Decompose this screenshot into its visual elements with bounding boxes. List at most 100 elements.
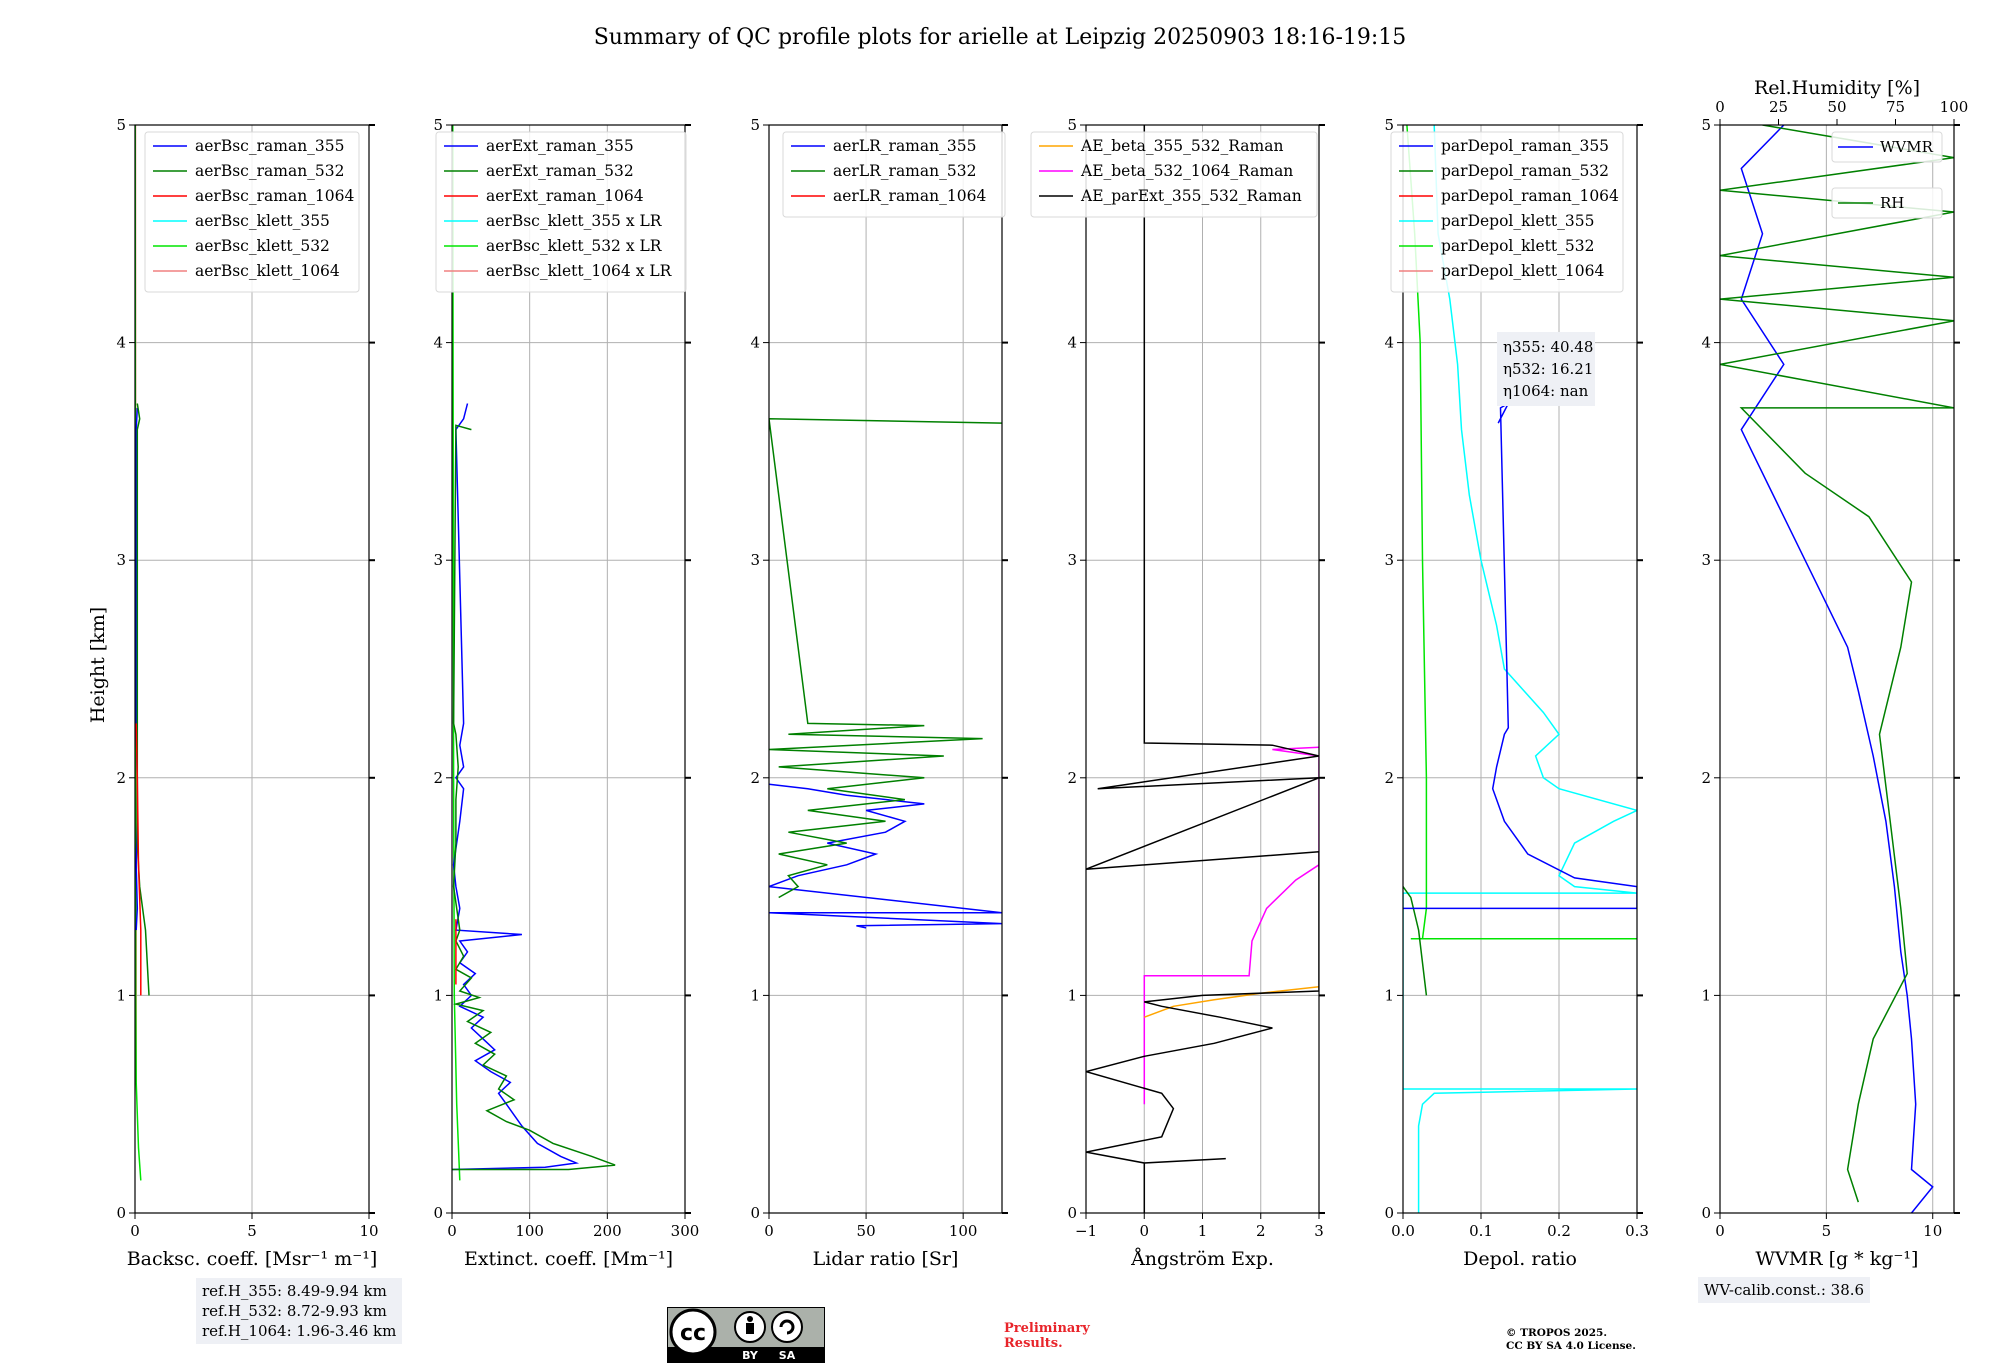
y-tick-label: 2 (1384, 769, 1394, 787)
series-AE_beta_355_532_Raman (1144, 985, 1319, 1018)
x-tick-label: 10 (359, 1222, 378, 1240)
cc-icon-text: cc (680, 1321, 706, 1346)
y-tick-label: 5 (1701, 116, 1711, 134)
legend-entry: RH (1880, 194, 1904, 212)
legend: parDepol_raman_355 parDepol_raman_532 parD… (1390, 131, 1624, 293)
x-tick-label: 2 (1256, 1222, 1266, 1240)
legend-entry: aerBsc_raman_532 (195, 162, 345, 180)
y-tick-label: 4 (1384, 334, 1394, 352)
x-axis-label: Backsc. coeff. [Msr⁻¹ m⁻¹] (127, 1248, 378, 1270)
y-tick-label: 2 (433, 769, 443, 787)
series-group (1720, 125, 1954, 1213)
legend-entry: aerBsc_klett_1064 x LR (486, 262, 673, 280)
legend-entry: aerBsc_raman_355 (195, 137, 345, 155)
x-tick-label: 0 (764, 1222, 774, 1240)
axes-frame (1402, 124, 1638, 1214)
cc-icon (669, 1308, 717, 1356)
legend-entry: parDepol_klett_532 (1441, 237, 1594, 255)
series-RH (1720, 125, 1954, 1203)
series-AE_beta_532_1064_Raman (1143, 746, 1319, 1105)
copyright-note: © TROPOS 2025. CC BY SA 4.0 License. (1506, 1327, 1636, 1353)
x-tick-label: 0 (447, 1222, 457, 1240)
x-tick-label: 0 (130, 1222, 140, 1240)
y-tick-label: 3 (1701, 551, 1711, 569)
x-tick-label: 200 (593, 1222, 622, 1240)
y-tick-label: 1 (1384, 986, 1394, 1004)
y-tick-label: 1 (750, 986, 760, 1004)
axes-frame (768, 124, 1003, 1214)
copyright-line-1: © TROPOS 2025. (1506, 1327, 1608, 1339)
legend-entry: aerBsc_klett_532 x LR (486, 237, 663, 255)
x-tick-label: −1 (1075, 1222, 1097, 1240)
y-tick-label: 5 (1384, 116, 1394, 134)
legend-entry: AE_beta_532_1064_Raman (1080, 162, 1293, 180)
series-group (1086, 125, 1319, 1213)
legend-box (1390, 131, 1624, 293)
panel-bsc: 0 5 10 Backsc. coeff. [Msr⁻¹ m⁻¹] 0 1 2 3 4 5 aerB… (116, 116, 378, 1270)
legend-entry: AE_beta_355_532_Raman (1080, 137, 1283, 155)
y-tick-label: 4 (433, 334, 443, 352)
y-tick-label: 4 (116, 334, 126, 352)
ref-height-355: ref.H_355: 8.49-9.94 km (202, 1282, 387, 1300)
eta-annotation-line: η532: 16.21 (1503, 360, 1593, 378)
y-tick-label: 0 (1067, 1204, 1077, 1222)
wv-calibration-text: WV-calib.const.: 38.6 (1704, 1281, 1865, 1299)
y-tick-label: 4 (1067, 334, 1077, 352)
series-aerBsc_raman_1064 (135, 723, 142, 996)
y-tick-label: 3 (1384, 551, 1394, 569)
x-tick-label: 10 (1923, 1222, 1942, 1240)
legend-box (1030, 131, 1318, 218)
x-tick-label: 0.1 (1469, 1222, 1493, 1240)
legend: WVMR RH (1831, 131, 1943, 219)
legend-entry: parDepol_raman_355 (1441, 137, 1609, 155)
sa-label: SA (779, 1349, 796, 1362)
series-aerLR_raman_532 (769, 418, 1002, 899)
preliminary-results-note: Preliminary Results. (1004, 1321, 1090, 1351)
legend-box (144, 131, 360, 293)
top-x-tick-label: 100 (1940, 98, 1969, 116)
legend-entry: aerBsc_klett_1064 (195, 262, 340, 280)
by-label: BY (742, 1349, 759, 1362)
x-tick-label: 100 (949, 1222, 978, 1240)
series-WVMR (1740, 125, 1934, 1213)
x-axis-label: Ångström Exp. (1130, 1248, 1274, 1270)
y-tick-label: 3 (750, 551, 760, 569)
series-group (769, 418, 1002, 929)
y-tick-label: 5 (1067, 116, 1077, 134)
legend-entry: aerLR_raman_1064 (833, 187, 986, 205)
top-x-tick-label: 75 (1886, 98, 1905, 116)
y-tick-label: 2 (750, 769, 760, 787)
x-tick-label: 0.2 (1547, 1222, 1571, 1240)
y-tick-label: 2 (1067, 769, 1077, 787)
y-tick-label: 5 (750, 116, 760, 134)
y-tick-label: 3 (116, 551, 126, 569)
legend-box (1831, 187, 1943, 219)
y-tick-label: 2 (1701, 769, 1711, 787)
x-axis-label: Lidar ratio [Sr] (813, 1248, 959, 1270)
y-tick-label: 0 (116, 1204, 126, 1222)
preliminary-line-1: Preliminary (1004, 1321, 1090, 1336)
share-alike-icon (771, 1311, 803, 1343)
legend-box (435, 131, 687, 293)
series-aerExt_raman_355 (452, 403, 580, 1171)
x-tick-label: 0.0 (1391, 1222, 1415, 1240)
x-tick-label: 300 (671, 1222, 700, 1240)
legend-entry: aerExt_raman_532 (486, 162, 634, 180)
y-tick-label: 5 (433, 116, 443, 134)
legend: aerLR_raman_355 aerLR_raman_532 aerLR_rama… (782, 131, 1006, 218)
x-tick-label: 3 (1314, 1222, 1324, 1240)
y-tick-label: 0 (433, 1204, 443, 1222)
top-x-tick-label: 25 (1769, 98, 1788, 116)
series-group (452, 125, 616, 1181)
panel-lr: 0 50 100 Lidar ratio [Sr] 0 1 2 3 4 5 aerLR_raman_… (750, 116, 1008, 1270)
copyright-line-2: CC BY SA 4.0 License. (1506, 1340, 1636, 1352)
eta-annotation-box (1497, 332, 1595, 406)
series-aerBsc_raman_532 (136, 403, 150, 996)
eta-annotation-line: η1064: nan (1503, 382, 1589, 400)
